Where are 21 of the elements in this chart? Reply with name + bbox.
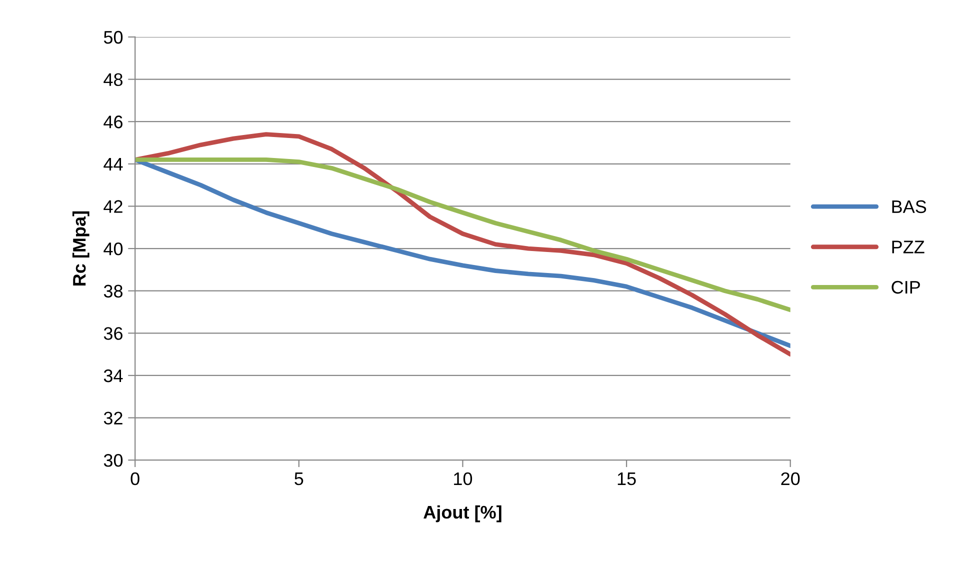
y-tick-label: 40: [104, 242, 123, 256]
y-tick-label: 42: [104, 200, 122, 213]
x-tick-label: 15: [618, 472, 636, 486]
x-axis-title: Ajout [%]: [424, 505, 502, 522]
legend-label: BAS: [892, 200, 926, 214]
legend-label: CIP: [892, 280, 920, 294]
x-tick-label: 20: [781, 472, 800, 486]
y-tick-label: 36: [104, 327, 122, 340]
y-tick-label: 46: [104, 116, 122, 128]
x-tick-label: 0: [130, 472, 140, 486]
y-tick-label: 48: [104, 73, 122, 86]
y-tick-label: 34: [104, 369, 123, 382]
x-tick-label: 10: [454, 472, 472, 486]
y-tick-label: 44: [104, 158, 123, 170]
legend-label: PZZ: [892, 240, 924, 254]
y-tick-label: 38: [104, 284, 122, 298]
y-tick-label: 30: [104, 454, 123, 467]
x-tick-label: 5: [294, 472, 304, 486]
y-tick-label: 50: [104, 30, 123, 44]
y-axis-title: Rc [Mpa]: [72, 211, 90, 286]
y-tick-label: 32: [104, 412, 122, 424]
